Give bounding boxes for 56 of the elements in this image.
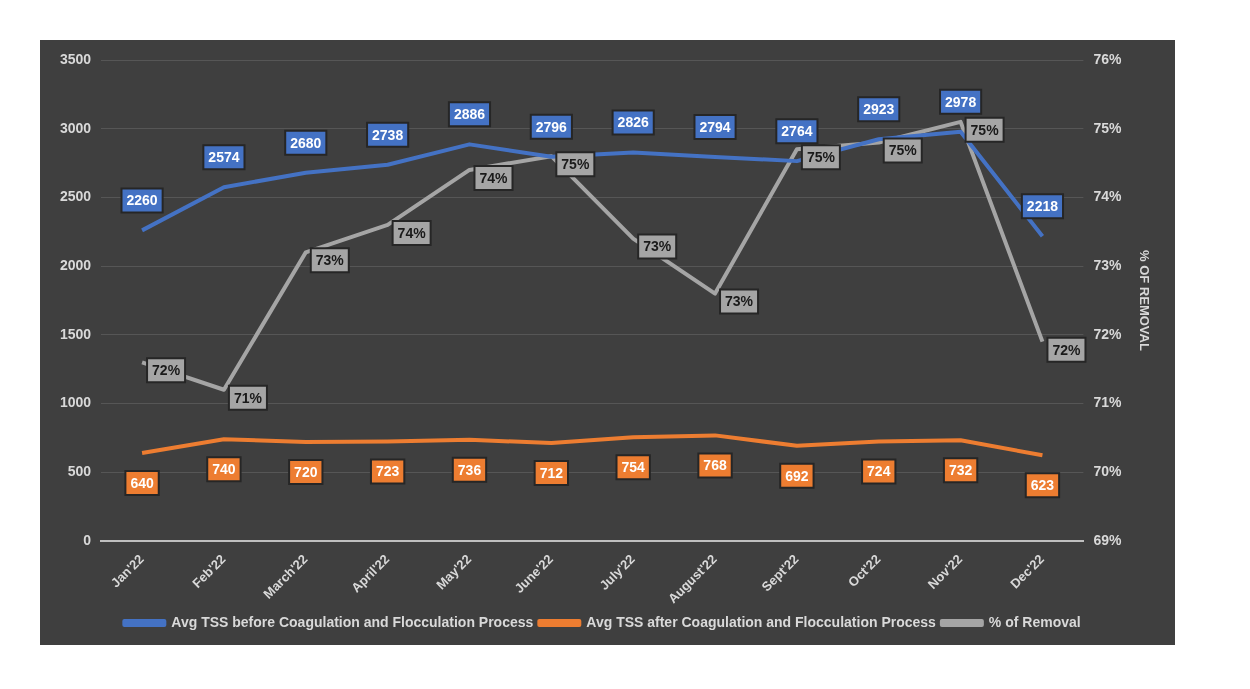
data-label: 2738 (372, 126, 404, 143)
data-label: 75% (806, 149, 836, 166)
data-label: 2794 (699, 118, 731, 135)
data-label: 740 (212, 461, 236, 478)
legend-label: Avg TSS before Coagulation and Flocculation Process (171, 613, 534, 630)
y2-tick-label: 76% (1093, 50, 1122, 67)
data-label: 736 (457, 461, 482, 478)
legend-label: Avg TSS after Coagulation and Flocculation Process (586, 613, 937, 630)
data-label: 75% (970, 121, 1000, 138)
data-label: 640 (130, 474, 154, 491)
y2-tick-label: 71% (1093, 394, 1122, 411)
data-label: 692 (785, 467, 809, 484)
y2-tick-label: 69% (1093, 531, 1122, 548)
data-label: 73% (725, 293, 754, 310)
y-tick-label: 0 (83, 531, 92, 548)
data-label: 723 (375, 463, 400, 480)
y-tick-label: 2500 (59, 188, 92, 205)
data-label: 2574 (208, 149, 240, 166)
y2-tick-label: 72% (1093, 325, 1122, 342)
data-label: 724 (867, 463, 891, 480)
data-label: 71% (233, 389, 263, 406)
data-label: 2826 (617, 114, 649, 131)
data-label: 72% (152, 362, 181, 379)
y2-tick-label: 74% (1093, 188, 1122, 205)
y2-tick-label: 70% (1093, 463, 1122, 480)
data-label: 74% (479, 169, 509, 186)
data-label: 72% (1052, 341, 1082, 358)
y2-tick-label: 73% (1093, 256, 1122, 273)
data-label: 74% (397, 224, 427, 241)
data-label: 2978 (945, 93, 977, 110)
data-label: 73% (643, 238, 672, 255)
y-tick-label: 1500 (59, 325, 92, 342)
data-label: 75% (561, 156, 590, 173)
y-tick-label: 3500 (59, 50, 92, 67)
data-label: 623 (1030, 477, 1055, 494)
data-label: 712 (539, 464, 564, 481)
data-label: 754 (621, 459, 646, 476)
data-label: 732 (948, 462, 973, 479)
data-label: 2764 (781, 122, 813, 139)
data-label: 73% (315, 252, 345, 269)
legend-label: % of Removal (988, 613, 1081, 630)
data-label: 720 (294, 463, 318, 480)
y-tick-label: 3000 (59, 119, 92, 136)
data-label: 75% (888, 142, 918, 159)
y2-axis-title: % OF REMOVAL (1136, 250, 1152, 351)
data-label: 2218 (1026, 198, 1059, 215)
data-label: 2796 (535, 118, 568, 135)
data-label: 2923 (863, 101, 895, 118)
data-label: 2886 (453, 106, 486, 123)
y-tick-label: 500 (67, 463, 92, 480)
data-label: 2260 (126, 192, 158, 209)
y-tick-label: 2000 (59, 256, 92, 273)
y-tick-label: 1000 (59, 394, 92, 411)
data-label: 768 (703, 457, 727, 474)
y2-tick-label: 75% (1093, 119, 1122, 136)
data-label: 2680 (290, 134, 322, 151)
